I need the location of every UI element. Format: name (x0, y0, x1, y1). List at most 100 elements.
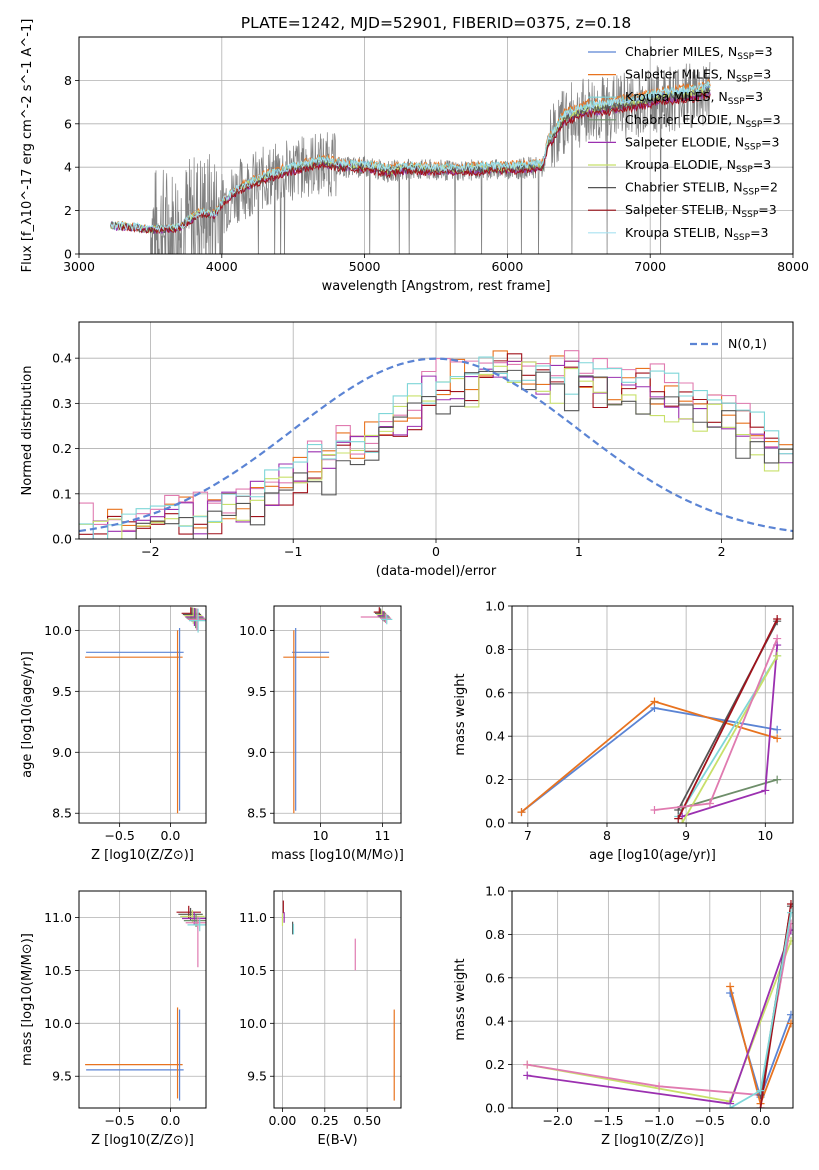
y-tick-label: 0.0 (485, 816, 505, 831)
y-tick-label: 0.2 (485, 772, 505, 787)
weight-marker (786, 908, 793, 917)
y-tick-label: 10.5 (44, 963, 72, 978)
weight-marker (655, 1082, 664, 1091)
y-tick-label: 9.5 (52, 684, 72, 699)
histogram-series (79, 350, 793, 531)
x-tick-label: −1.5 (593, 1113, 623, 1128)
x-tick-label: 0.0 (751, 1113, 771, 1128)
plot-area (523, 900, 793, 1108)
x-tick-label: 0.00 (269, 1113, 297, 1128)
y-tick-label: 10.0 (44, 623, 72, 638)
y-tick-label: 0.6 (485, 685, 505, 700)
weight-line (677, 618, 779, 820)
y-tick-label: 0.0 (52, 532, 72, 547)
weight-marker (678, 819, 687, 823)
weight-marker (773, 651, 782, 660)
y-axis-label: mass weight (453, 673, 468, 755)
y-tick-label: 9.5 (247, 1069, 267, 1084)
weight-marker (786, 1010, 793, 1019)
plot-area (281, 900, 395, 1101)
x-tick-label: 4000 (206, 259, 238, 274)
weight-marker (705, 799, 714, 808)
y-tick-label: 0.2 (485, 1057, 505, 1072)
y-tick-label: 0.3 (52, 396, 72, 411)
y-tick-label: 0.6 (485, 970, 505, 985)
weight-marker (523, 1071, 532, 1080)
legend-entry: Kroupa ELODIE, NSSP=3 (625, 157, 771, 175)
y-tick-label: 9.0 (247, 745, 267, 760)
x-tick-label: −1 (284, 544, 302, 559)
x-tick-label: 7000 (634, 259, 666, 274)
weight-marker (786, 900, 793, 909)
weight-marker (726, 982, 735, 991)
x-axis-label: (data-model)/error (376, 564, 497, 579)
y-axis-label: Flux [f_λ10^-17 erg cm^-2 s^-1 A^-1] (20, 19, 35, 273)
x-tick-label: 0 (432, 544, 440, 559)
legend-entry: Chabrier ELODIE, NSSP=3 (625, 112, 781, 130)
weight-marker (773, 634, 782, 643)
plot-area (85, 607, 206, 814)
y-tick-label: 10.0 (44, 1016, 72, 1031)
y-tick-label: 1.0 (485, 884, 505, 899)
legend-entry: Salpeter ELODIE, NSSP=3 (625, 134, 779, 152)
legend-entry: Salpeter STELIB, NSSP=3 (625, 202, 777, 220)
x-tick-label: 0.50 (353, 1113, 381, 1128)
x-tick-label: −0.5 (695, 1113, 725, 1128)
y-tick-label: 0.0 (485, 1101, 505, 1116)
panel-spectrum: 3000 4000 5000 6000 7000 8000 0 2 4 6 8 wavelength … (20, 19, 809, 294)
weight-line (681, 655, 778, 823)
x-axis-label: Z [log10(Z/Z⊙)] (601, 1133, 704, 1148)
x-axis-label: mass [log10(M/M⊙)] (271, 848, 404, 863)
x-axis-label: Z [log10(Z/Z⊙)] (91, 848, 194, 863)
panel-weight-vs-Z: −2.0 −1.5 −1.0 −0.5 0.0 0.0 0.2 0.4 0.6 0.8 1.0 Z [… (453, 884, 794, 1148)
panel-age-vs-mass: 10 11 8.5 9.0 9.5 10.0 mass [log10(M/M⊙)] (239, 605, 404, 863)
x-tick-label: −0.5 (104, 828, 134, 843)
y-axis-label: mass weight (453, 958, 468, 1040)
y-tick-label: 4 (64, 160, 72, 175)
x-tick-label: 8 (603, 828, 611, 843)
y-tick-label: 6 (64, 116, 72, 131)
x-tick-label: −2.0 (542, 1113, 572, 1128)
weight-marker (773, 615, 782, 624)
axes-frame (273, 605, 402, 824)
y-tick-label: 10.0 (239, 1016, 267, 1031)
x-tick-label: −0.5 (104, 1113, 134, 1128)
y-tick-label: 8 (64, 73, 72, 88)
y-tick-label: 0 (64, 247, 72, 262)
weight-marker (650, 805, 659, 814)
y-axis-label: mass [log10(M/M⊙)] (20, 933, 35, 1066)
weight-marker (773, 775, 782, 784)
x-tick-label: 1 (575, 544, 583, 559)
normal-curve (79, 357, 793, 533)
x-tick-label: 8000 (777, 259, 809, 274)
axes-frame (78, 890, 207, 1109)
x-tick-label: 3000 (63, 259, 95, 274)
x-axis-label: E(B-V) (317, 1133, 357, 1148)
weight-marker (761, 786, 770, 795)
y-tick-label: 9.0 (52, 745, 72, 760)
y-tick-label: 8.5 (247, 806, 267, 821)
x-tick-label: 7 (524, 828, 532, 843)
weight-line (677, 655, 778, 817)
axes-frame (78, 605, 207, 824)
x-tick-label: 5000 (349, 259, 381, 274)
weight-marker (773, 734, 782, 743)
panel-mass-vs-EBV: 0.00 0.25 0.50 9.5 10.0 10.5 11.0 E(B-V) (239, 890, 402, 1148)
y-tick-label: 1.0 (485, 599, 505, 614)
x-tick-label: 10 (757, 828, 773, 843)
weight-marker (786, 1019, 793, 1028)
y-tick-label: 0.8 (485, 927, 505, 942)
y-tick-label: 9.5 (52, 1069, 72, 1084)
x-axis-label: Z [log10(Z/Z⊙)] (91, 1133, 194, 1148)
weight-marker (726, 1104, 735, 1108)
y-tick-label: 10.0 (239, 623, 267, 638)
plot-area (79, 350, 793, 539)
legend-entry: N(0,1) (728, 336, 767, 351)
legend-entry: Salpeter MILES, NSSP=3 (625, 67, 771, 85)
weight-marker (674, 814, 683, 823)
x-tick-label: −1.0 (644, 1113, 674, 1128)
axes-frame (511, 890, 794, 1109)
x-tick-label: 0.0 (160, 1113, 180, 1128)
histogram-series (79, 369, 793, 539)
